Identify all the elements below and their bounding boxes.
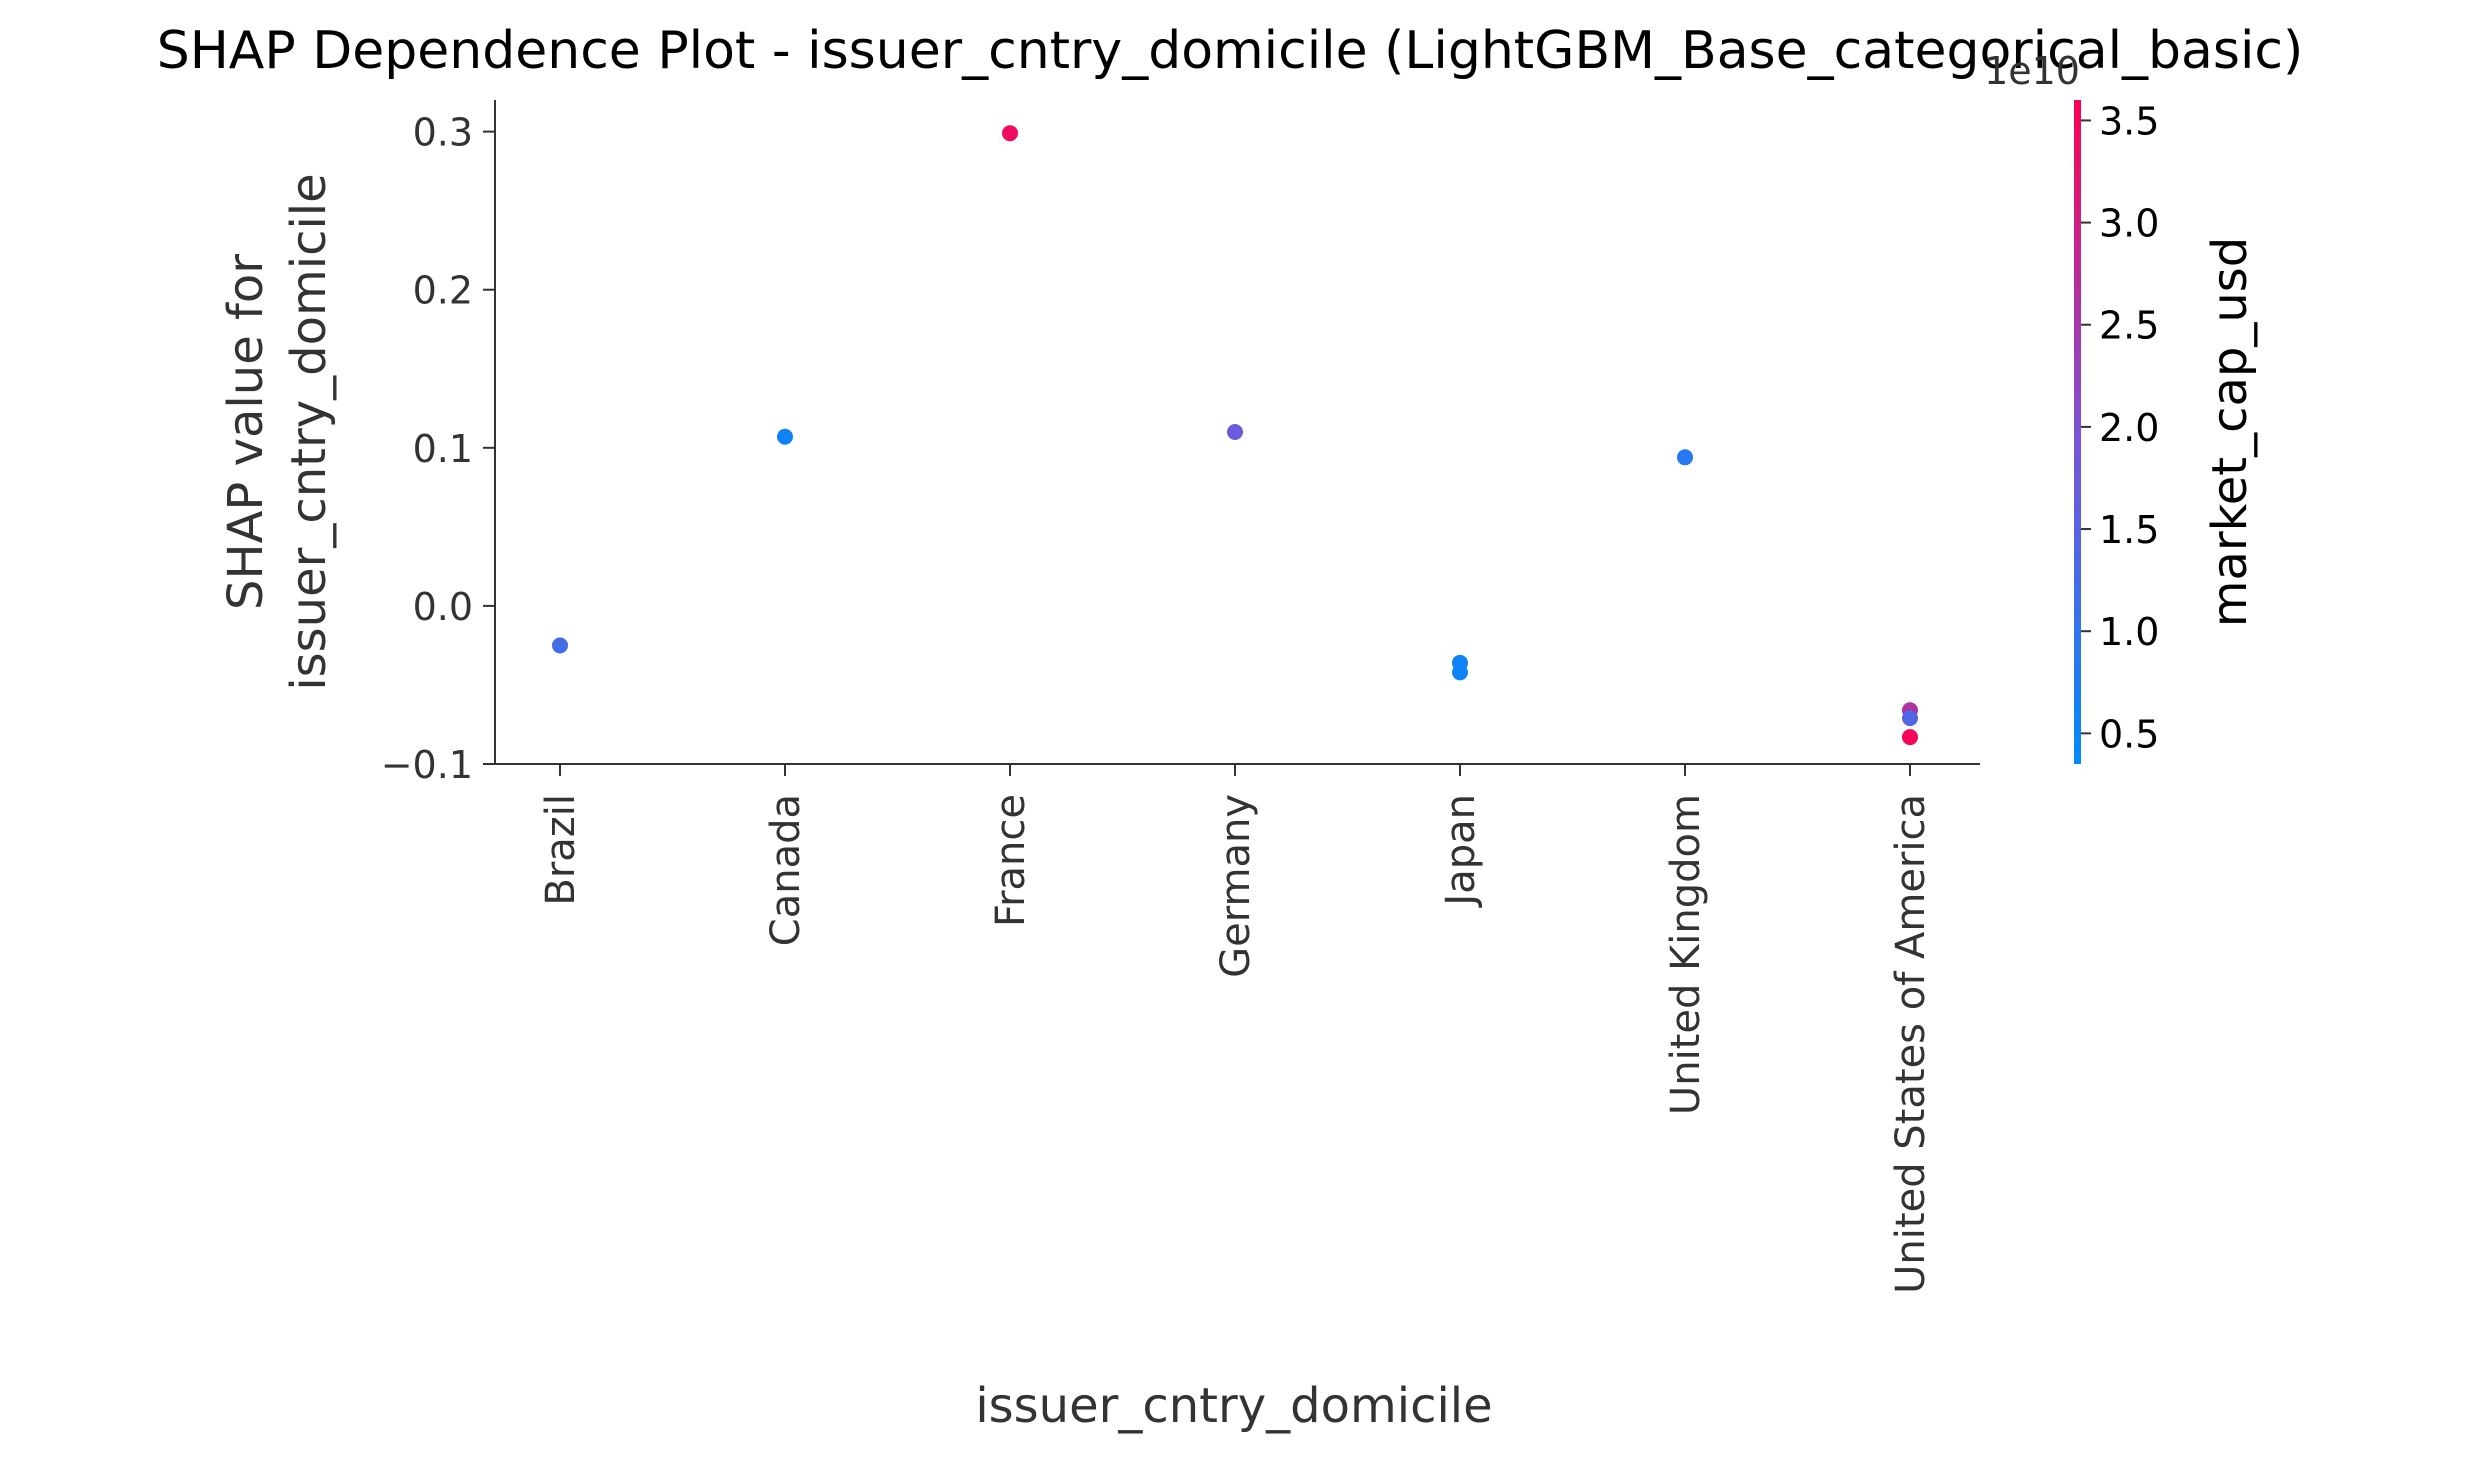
colorbar-tick-label: 2.5 — [2099, 304, 2159, 348]
y-tick-label: −0.1 — [381, 743, 473, 787]
data-point — [777, 428, 793, 445]
colorbar-tick-label: 3.5 — [2099, 99, 2159, 143]
colorbar — [2074, 100, 2081, 764]
colorbar-tick-label: 1.0 — [2099, 610, 2159, 654]
data-point — [1677, 449, 1693, 466]
x-tick-label: United Kingdom — [1663, 794, 1709, 1115]
x-tick-label: Germany — [1213, 794, 1259, 978]
colorbar-multiplier: 1e10 — [1984, 49, 2080, 93]
colorbar-tick-label: 0.5 — [2099, 712, 2159, 756]
y-tick-label: 0.1 — [413, 427, 473, 471]
x-tick-label: Canada — [763, 794, 809, 946]
data-point — [1452, 664, 1468, 681]
data-points — [552, 125, 1918, 746]
x-axis: Brazil Canada France Germany Japan United Kin… — [495, 763, 1980, 1294]
y-tick-label: 0.2 — [413, 269, 473, 313]
data-point — [1902, 710, 1918, 727]
colorbar-tick-label: 2.0 — [2099, 406, 2159, 450]
data-point — [552, 637, 568, 654]
x-tick-label: Japan — [1438, 794, 1484, 909]
colorbar-tick-label: 1.5 — [2099, 508, 2159, 552]
x-tick-label: France — [988, 794, 1034, 927]
y-tick-label: 0.3 — [413, 111, 473, 155]
colorbar-tick-label: 3.0 — [2099, 202, 2159, 246]
y-axis: −0.1 0.0 0.1 0.2 0.3 — [381, 100, 496, 787]
x-tick-label: Brazil — [538, 794, 584, 906]
y-axis-label-line-1: SHAP value for — [218, 254, 274, 610]
data-point — [1002, 125, 1018, 142]
x-tick-label: United States of America — [1888, 794, 1934, 1294]
data-point — [1902, 729, 1918, 746]
colorbar-ticks: 0.5 1.0 1.5 2.0 2.5 3.0 3.5 — [2081, 99, 2159, 756]
colorbar-label: market_cap_usd — [2202, 237, 2258, 628]
x-axis-label: issuer_cntry_domicile — [975, 1378, 1492, 1434]
y-axis-label-line-2: issuer_cntry_domicile — [281, 173, 337, 690]
data-point — [1227, 424, 1243, 440]
chart-title: SHAP Dependence Plot - issuer_cntry_domi… — [157, 21, 2304, 81]
y-tick-label: 0.0 — [413, 585, 473, 629]
